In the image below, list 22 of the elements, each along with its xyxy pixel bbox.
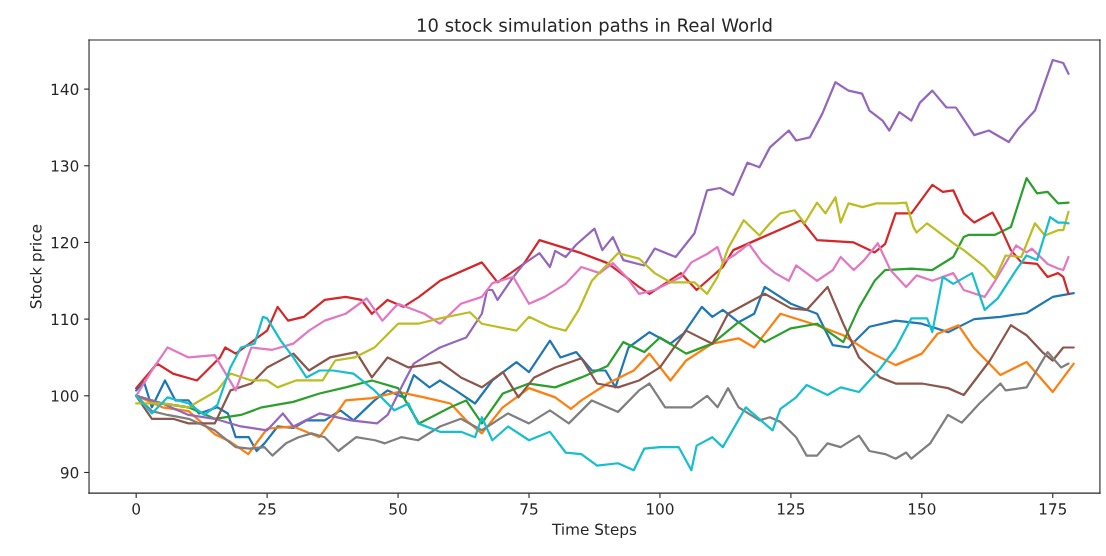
line-series	[135, 285, 1075, 453]
y-axis-title: Stock price	[29, 224, 45, 309]
line-series	[135, 285, 1075, 425]
x-tick-label: 125	[777, 503, 805, 515]
y-tick-label: 90	[60, 466, 79, 479]
y-tick-label: 130	[51, 160, 79, 172]
x-tick-label: 0	[132, 503, 141, 515]
x-tick-label: 100	[647, 503, 674, 515]
line-series	[135, 216, 1070, 472]
y-tick-label: 100	[51, 390, 79, 402]
x-tick-label: 150	[908, 503, 936, 515]
y-tick-label: 140	[51, 83, 79, 96]
x-tick-label: 25	[258, 503, 276, 515]
x-tick-label: 50	[389, 503, 407, 515]
line-series	[135, 58, 1070, 432]
x-axis-title: Time Steps	[551, 523, 637, 539]
line-series	[135, 242, 1070, 397]
y-tick-label: 120	[51, 236, 79, 249]
x-tick-label: 175	[1039, 503, 1067, 515]
chart-title: 10 stock simulation paths in Real World	[417, 17, 772, 36]
x-tick-label: 75	[520, 503, 538, 515]
y-tick-label: 110	[51, 313, 79, 326]
